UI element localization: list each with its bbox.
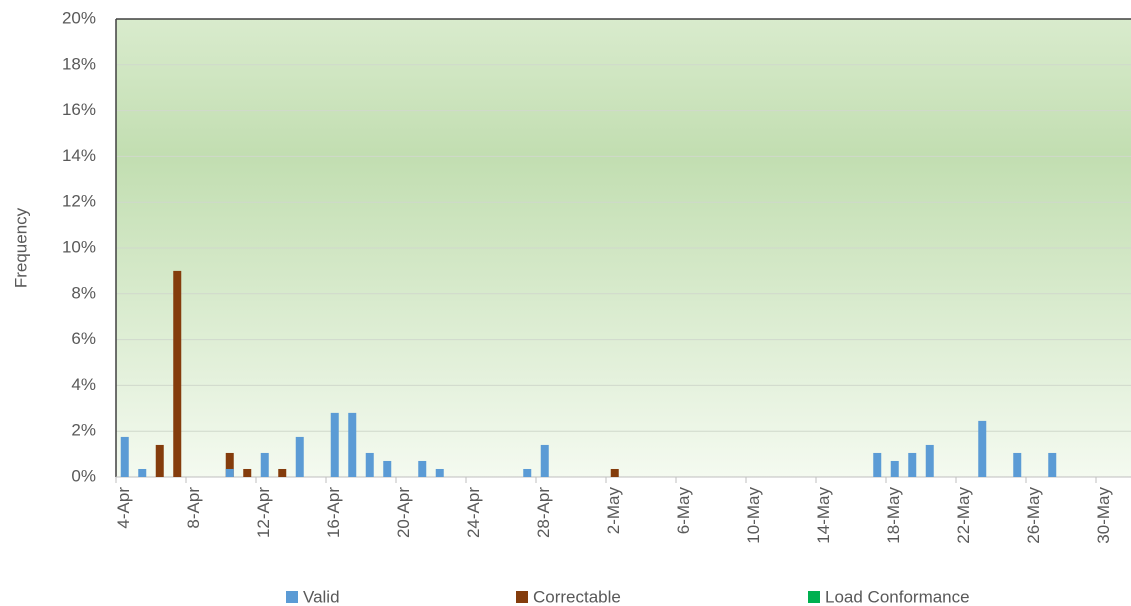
bar [120,436,129,477]
y-tick-label: 14% [62,146,96,165]
bar [890,460,899,477]
x-tick-label: 28-Apr [534,487,553,538]
bar [1048,452,1057,477]
bar [155,444,164,477]
bar [873,452,882,477]
legend-swatch [286,591,298,603]
legend-label: Valid [303,587,340,606]
y-axis-label: Frequency [11,207,30,288]
legend-label: Correctable [533,587,621,606]
y-tick-label: 0% [71,466,96,485]
x-tick-label: 4-Apr [114,487,133,529]
bar [523,468,532,477]
y-tick-label: 8% [71,283,96,302]
x-tick-label: 20-Apr [394,487,413,538]
y-tick-label: 4% [71,375,96,394]
y-tick-label: 6% [71,329,96,348]
bar [173,270,182,477]
bar [243,468,252,477]
bar [978,420,987,477]
x-tick-label: 30-May [1094,487,1113,544]
bar [225,468,234,477]
bar [1013,452,1022,477]
legend-label: Load Conformance [825,587,970,606]
bar [540,444,549,477]
bar [365,452,374,477]
x-tick-label: 18-May [884,487,903,544]
x-tick-label: 2-May [604,487,623,535]
legend-swatch [516,591,528,603]
bar [295,436,304,477]
bar [383,460,392,477]
bar [925,444,934,477]
bar [435,468,444,477]
bar [418,460,427,477]
x-tick-label: 22-May [954,487,973,544]
bar [330,412,339,477]
bar [908,452,917,477]
x-tick-label: 10-May [744,487,763,544]
x-tick-label: 26-May [1024,487,1043,544]
y-tick-label: 12% [62,192,96,211]
bar [225,452,234,477]
bar [260,452,269,477]
x-tick-label: 6-May [674,487,693,535]
bar [138,468,147,477]
y-tick-label: 18% [62,54,96,73]
y-tick-label: 2% [71,421,96,440]
y-tick-label: 20% [62,8,96,27]
y-tick-label: 10% [62,237,96,256]
x-tick-label: 12-Apr [254,487,273,538]
bar [278,468,287,477]
y-tick-label: 16% [62,100,96,119]
x-tick-label: 8-Apr [184,487,203,529]
x-tick-label: 14-May [814,487,833,544]
x-tick-label: 24-Apr [464,487,483,538]
bar [610,468,619,477]
bar [348,412,357,477]
legend-swatch [808,591,820,603]
x-tick-label: 16-Apr [324,487,343,538]
